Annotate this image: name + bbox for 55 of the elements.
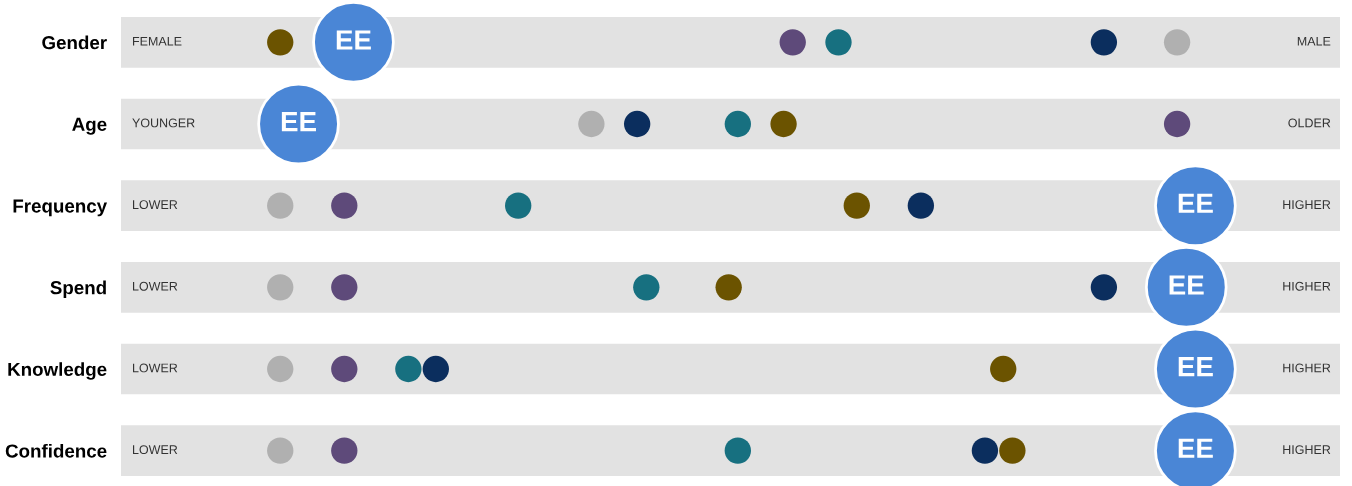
- point: [999, 437, 1026, 464]
- text: HIGHER: [1283, 281, 1331, 291]
- point: [267, 274, 294, 301]
- point: [770, 110, 797, 138]
- text: EE: [1178, 193, 1213, 213]
- text: EE: [336, 30, 371, 50]
- point: [633, 274, 660, 301]
- point: [1163, 110, 1191, 138]
- point: [267, 355, 294, 383]
- y-tick-label: Knowledge: [8, 362, 107, 380]
- text: HIGHER: [1283, 445, 1331, 455]
- point: [779, 29, 806, 56]
- point: [825, 29, 852, 56]
- text: FEMALE: [133, 36, 182, 46]
- text: LOWER: [133, 363, 178, 373]
- point: [331, 437, 358, 464]
- text: HIGHER: [1283, 200, 1331, 210]
- point: [267, 29, 294, 56]
- point: [331, 355, 358, 383]
- point: [971, 437, 999, 464]
- y-tick-label: Confidence: [5, 443, 107, 458]
- text: MALE: [1297, 36, 1331, 46]
- point: [843, 192, 870, 219]
- series-label: EE: [1178, 438, 1213, 458]
- y-tick-label: Spend: [50, 280, 106, 299]
- y-tick-label: Age: [72, 117, 107, 135]
- text: EE: [1169, 275, 1204, 295]
- point: [990, 355, 1017, 383]
- y-tick-label: Frequency: [13, 199, 108, 217]
- text: LOWER: [133, 281, 178, 291]
- point: [1090, 29, 1118, 56]
- point: [1090, 274, 1118, 301]
- text: OLDER: [1288, 118, 1331, 128]
- point: [331, 274, 358, 301]
- point: [578, 110, 605, 138]
- point: [724, 437, 751, 464]
- text: HIGHER: [1283, 363, 1331, 373]
- text: YOUNGER: [132, 118, 195, 128]
- y-tick-label: Gender: [42, 35, 107, 50]
- point: [623, 110, 651, 138]
- point: [1163, 29, 1191, 56]
- text: LOWER: [133, 445, 178, 455]
- point: [715, 274, 742, 301]
- point: [267, 437, 294, 464]
- point: [331, 192, 358, 219]
- point: [267, 192, 294, 219]
- point: [422, 355, 449, 383]
- text: EE: [1178, 357, 1213, 377]
- point: [907, 192, 935, 219]
- text: EE: [281, 112, 316, 132]
- point: [257, 82, 340, 166]
- point: [724, 110, 751, 138]
- text: LOWER: [133, 200, 178, 210]
- point: [395, 355, 422, 383]
- point: [505, 192, 532, 219]
